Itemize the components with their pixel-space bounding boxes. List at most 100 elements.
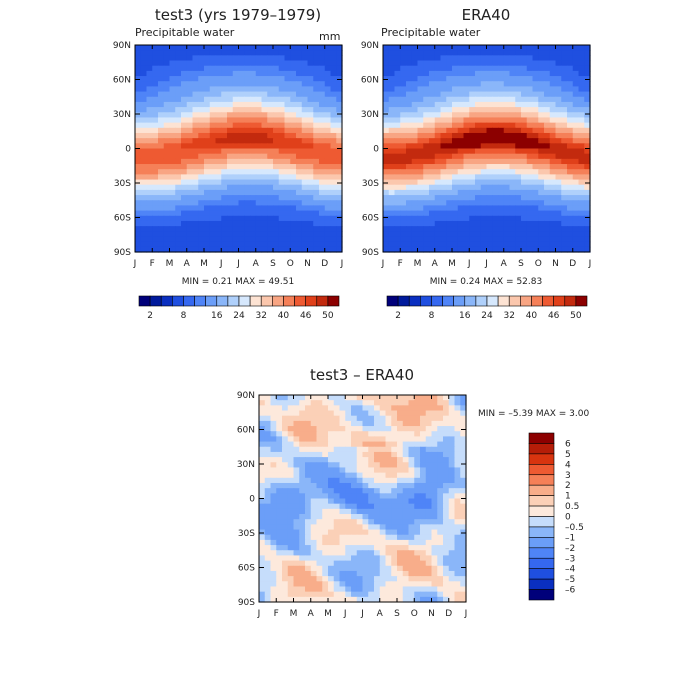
field-cell [526,138,534,144]
field-cell [181,45,188,51]
field-cell [163,226,171,232]
field-cell [544,107,551,113]
field-cell [417,236,424,243]
field-cell [336,205,343,212]
field-cell [549,50,557,56]
field-cell [383,174,390,181]
field-cell [313,86,320,93]
field-cell [293,405,300,412]
field-cell [310,524,318,531]
field-cell [146,101,153,108]
field-cell [578,158,585,165]
field-cell [192,143,199,150]
field-cell [388,210,396,217]
field-cell [209,70,217,77]
field-cell [152,226,159,232]
field-cell [454,586,461,593]
field-cell [549,138,557,144]
field-cell [259,477,266,484]
field-cell [400,220,407,227]
field-cell [420,576,427,582]
field-cell [227,101,234,108]
field-cell [402,420,410,427]
field-cell [296,81,303,87]
field-cell [293,415,300,422]
field-cell [244,112,251,119]
field-cell [339,524,346,531]
field-cell [423,45,430,51]
field-cell [362,488,369,494]
field-cell [333,581,341,588]
field-cell [255,148,263,155]
field-cell [498,184,505,191]
field-cell [198,169,205,175]
field-cell [169,107,176,113]
field-cell [391,446,398,453]
field-cell [452,195,459,201]
field-cell [423,70,430,77]
field-cell [146,143,153,150]
field-cell [152,241,159,248]
field-cell [420,586,427,593]
field-cell [204,107,211,113]
field-cell [339,477,346,484]
field-cell [448,514,456,520]
field-cell [215,195,222,201]
field-cell [140,164,148,170]
field-cell [221,45,228,51]
field-cell [385,550,392,557]
field-cell [391,436,398,443]
field-cell [181,138,188,144]
field-cell [486,101,493,108]
field-cell [578,205,585,212]
field-cell [431,436,438,443]
field-cell [345,498,352,505]
field-cell [549,112,557,119]
field-cell [152,65,159,72]
field-cell [255,107,263,113]
field-cell [163,215,171,222]
field-cell [480,220,488,227]
field-cell [429,70,436,77]
field-cell [388,45,396,51]
field-cell [163,60,171,67]
field-cell [448,426,456,432]
field-cell [374,415,381,422]
field-cell [443,514,450,520]
field-cell [324,86,332,93]
field-cell [423,107,430,113]
field-cell [319,236,326,243]
field-cell [443,410,450,417]
field-cell [402,524,410,531]
field-cell [259,550,266,557]
field-cell [391,482,398,489]
field-cell [374,395,381,401]
field-cell [391,488,398,494]
field-cell [351,426,358,432]
field-cell [368,581,375,588]
field-cell [299,565,306,572]
field-cell [578,174,585,181]
colorbar-label: 50 [322,311,334,321]
field-cell [555,143,562,150]
field-cell [293,441,300,448]
field-cell [408,524,415,531]
field-cell [204,117,211,124]
field-cell [296,179,303,186]
field-cell [394,153,401,160]
field-cell [273,132,280,139]
field-cell [330,65,337,72]
field-cell [232,184,240,191]
field-cell [397,441,404,448]
field-cell [385,524,392,531]
field-cell [299,529,306,536]
field-cell [368,457,375,463]
field-cell [293,514,300,520]
field-cell [379,426,387,432]
field-cell [152,215,159,222]
field-cell [305,576,312,582]
field-cell [267,148,274,155]
field-cell [324,241,332,248]
field-cell [578,246,585,253]
field-cell [282,482,289,489]
